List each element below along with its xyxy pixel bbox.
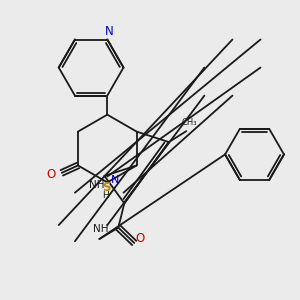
Text: NH: NH [89, 180, 105, 190]
Text: O: O [47, 168, 56, 181]
Text: N: N [104, 25, 113, 38]
Text: O: O [136, 232, 145, 245]
Text: S: S [102, 181, 110, 194]
Text: N: N [111, 175, 120, 185]
Text: H: H [103, 191, 109, 200]
Text: CH₃: CH₃ [182, 118, 197, 127]
Text: NH: NH [93, 224, 109, 234]
